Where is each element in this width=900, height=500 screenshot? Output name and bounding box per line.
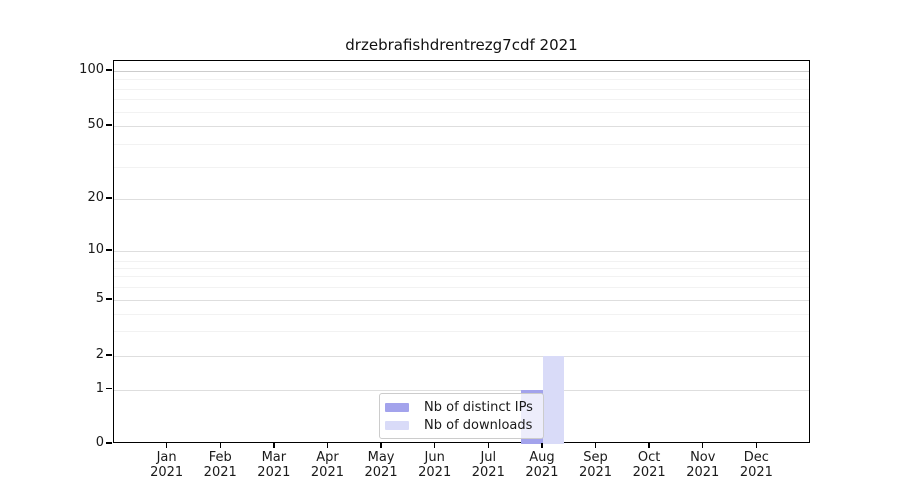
minor-gridline	[114, 276, 809, 278]
x-tick-mark	[702, 443, 704, 448]
x-tick-label: Apr 2021	[310, 450, 344, 480]
legend-label-distinct-ips: Nb of distinct IPs	[424, 399, 533, 415]
minor-gridline	[114, 261, 809, 263]
x-tick-label: Mar 2021	[257, 450, 291, 480]
legend-label-downloads: Nb of downloads	[424, 417, 533, 433]
x-tick-mark	[648, 443, 650, 448]
y-tick-label: 2	[95, 347, 104, 362]
y-tick-label: 1	[95, 380, 104, 396]
minor-gridline	[114, 267, 809, 269]
x-tick-label: Sep 2021	[578, 450, 613, 480]
legend: Nb of distinct IPs Nb of downloads	[379, 393, 544, 439]
x-tick-label: Dec 2021	[739, 450, 773, 480]
x-tick-label: Jun 2021	[418, 450, 452, 480]
y-tick-label: 0	[95, 435, 104, 450]
y-tick-label: 100	[79, 62, 104, 77]
y-tick-mark	[106, 387, 112, 390]
y-tick-label: 10	[87, 242, 104, 257]
x-tick-mark	[165, 443, 168, 448]
major-gridline	[114, 356, 809, 357]
major-gridline	[114, 71, 809, 72]
chart-title: drzebrafishdrentrezg7cdf 2021	[345, 36, 578, 54]
x-tick-label: Jul 2021	[471, 450, 505, 480]
y-tick-label: 5	[95, 291, 104, 306]
x-tick-mark	[594, 443, 597, 448]
y-tick-mark	[106, 354, 112, 356]
x-tick-mark	[433, 443, 436, 448]
x-tick-mark	[380, 443, 382, 448]
y-tick-mark	[106, 124, 112, 126]
legend-swatch-downloads	[385, 420, 409, 430]
minor-gridline	[114, 331, 809, 333]
bar-downloads	[542, 356, 565, 444]
major-gridline	[114, 389, 809, 391]
y-tick-label: 20	[87, 190, 104, 205]
legend-item-downloads: Nb of downloads	[385, 417, 536, 433]
x-tick-label: Aug 2021	[525, 450, 559, 480]
plot-area: Nb of distinct IPs Nb of downloads	[113, 60, 810, 444]
x-tick-mark	[326, 443, 329, 448]
y-tick-mark	[106, 69, 112, 71]
legend-item-distinct-ips: Nb of distinct IPs	[385, 399, 536, 415]
y-tick-mark	[106, 298, 112, 300]
minor-gridline	[114, 111, 809, 113]
y-tick-mark	[106, 249, 112, 251]
y-tick-label: 50	[87, 117, 104, 132]
major-gridline	[114, 199, 809, 200]
x-tick-mark	[273, 443, 275, 448]
major-gridline	[114, 251, 809, 252]
x-tick-label: Oct 2021	[632, 450, 666, 480]
x-tick-label: Jan 2021	[150, 450, 184, 480]
major-gridline	[114, 126, 809, 127]
minor-gridline	[114, 79, 809, 81]
x-tick-mark	[219, 443, 221, 448]
minor-gridline	[114, 143, 809, 145]
legend-swatch-distinct-ips	[385, 402, 409, 412]
x-tick-label: Feb 2021	[203, 450, 237, 480]
y-tick-mark	[106, 442, 112, 444]
minor-gridline	[114, 313, 809, 315]
x-tick-mark	[755, 443, 758, 448]
x-tick-mark	[541, 443, 543, 448]
minor-gridline	[114, 287, 809, 289]
x-tick-label: May 2021	[364, 450, 398, 480]
minor-gridline	[114, 166, 809, 168]
x-tick-mark	[487, 443, 489, 448]
minor-gridline	[114, 99, 809, 101]
x-tick-label: Nov 2021	[686, 450, 720, 480]
minor-gridline	[114, 88, 809, 90]
y-tick-mark	[106, 197, 112, 199]
major-gridline	[114, 300, 809, 301]
